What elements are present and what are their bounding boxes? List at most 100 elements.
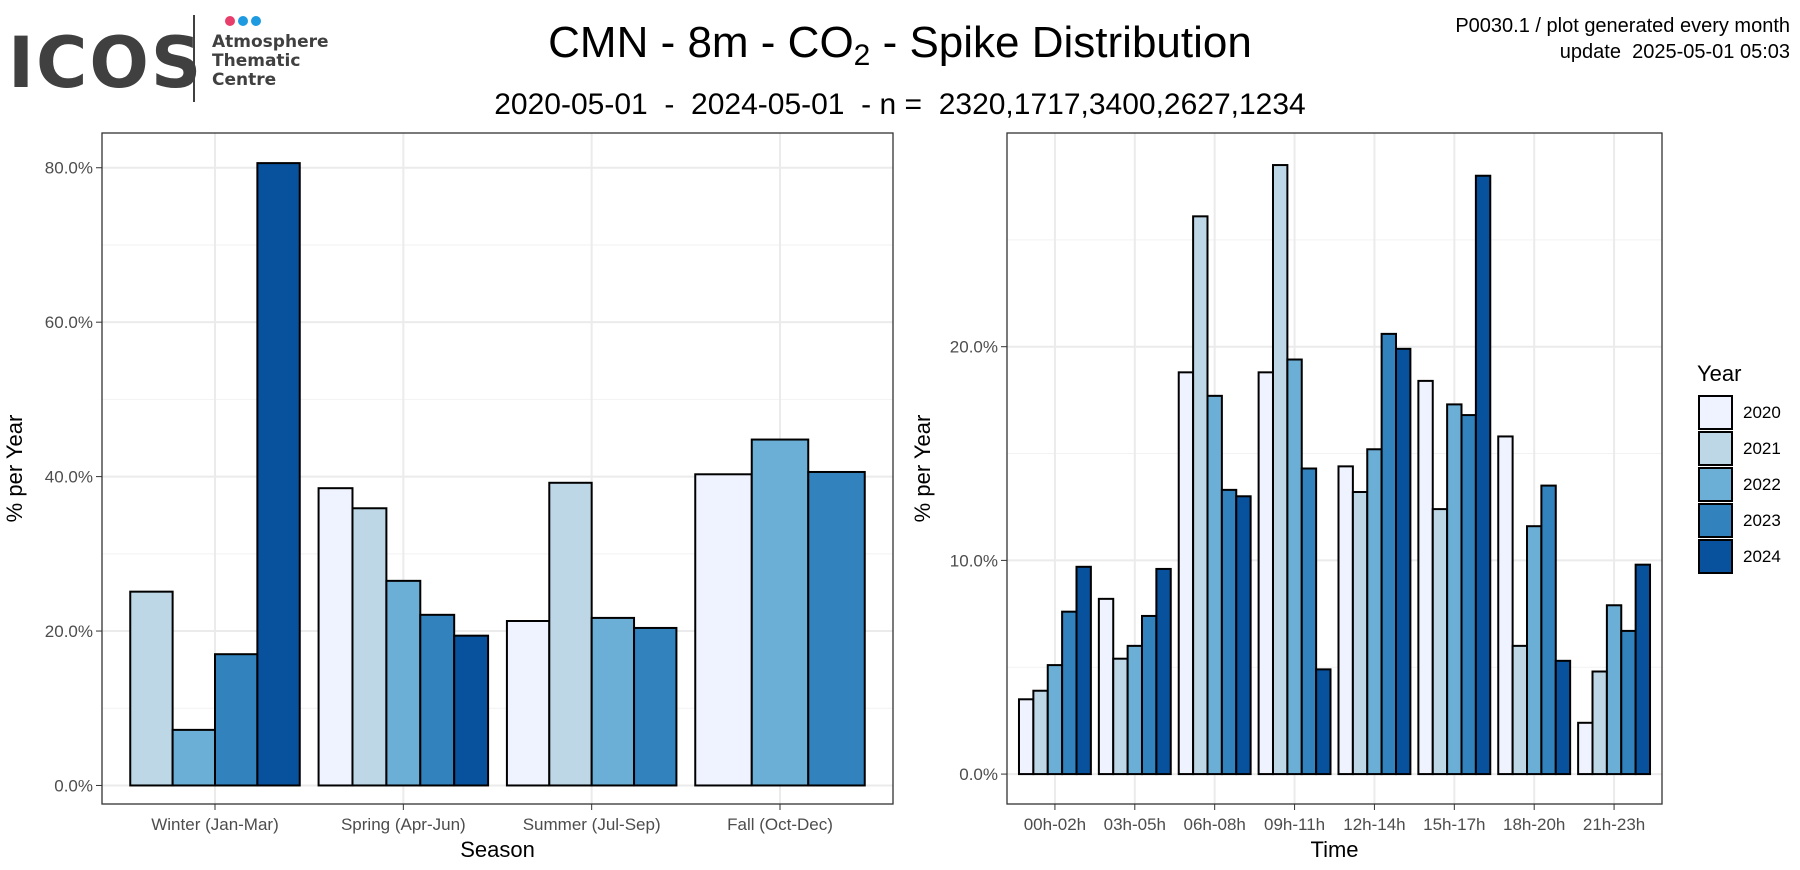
x-tick-label: 18h-20h (1503, 815, 1565, 834)
bar-2023 (1140, 614, 1158, 776)
bar-2023 (1620, 629, 1637, 776)
logo-dot (225, 16, 235, 26)
y-tick-label: 10.0% (950, 551, 998, 570)
bar-2023 (1061, 610, 1078, 776)
logo-line-2: Thematic (212, 51, 300, 71)
bar-2022 (1526, 525, 1543, 776)
legend-swatch-2022 (1698, 467, 1733, 502)
logo-wordmark: ICOS (8, 22, 203, 104)
panel-1: 0.0% 20.0% 40.0% 60.0% 80.0% Winter (Jan-Mar)… (2, 132, 894, 862)
x-tick-label: 03h-05h (1104, 815, 1166, 834)
bar-2020 (1257, 371, 1274, 776)
bar-2021 (1591, 670, 1608, 776)
x-tick-label: Summer (Jul-Sep) (523, 815, 661, 834)
plot-meta: P0030.1 / plot generated every month upda… (1455, 13, 1790, 65)
bar-2020 (694, 473, 753, 787)
bar-2022 (1286, 358, 1303, 776)
chart-title: CMN - 8m - CO2 - Spike Distribution (0, 18, 1800, 71)
bar-2022 (1605, 604, 1623, 776)
bar-2020 (1417, 379, 1434, 776)
bar-2024 (1235, 495, 1252, 776)
bar-2022 (1206, 394, 1223, 776)
bar-2023 (807, 470, 866, 787)
bar-2023 (1460, 414, 1477, 776)
bar-2020 (1097, 597, 1115, 776)
bar-2020 (1337, 465, 1354, 776)
bar-2021 (1271, 164, 1289, 776)
bar-2024 (453, 634, 490, 787)
y-tick-label: 40.0% (45, 468, 93, 487)
bar-2022 (385, 579, 422, 787)
legend-label-2024: 2024 (1743, 547, 1781, 566)
bar-2023 (214, 653, 259, 787)
bar-2022 (1126, 644, 1143, 776)
logo-line-1: Atmosphere (212, 32, 329, 52)
logo-line-3: Centre (212, 70, 276, 90)
icos-logo: ICOS Atmosphere Thematic Centre (8, 15, 329, 104)
legend-label-2023: 2023 (1743, 511, 1781, 530)
legend-swatch-2020 (1698, 395, 1733, 430)
bar-2020 (1177, 371, 1195, 776)
bar-2022 (590, 616, 636, 787)
bar-2021 (1511, 644, 1529, 776)
legend-title: Year (1697, 361, 1741, 386)
y-axis-title: % per Year (910, 415, 935, 523)
bar-2021 (1431, 508, 1449, 776)
title-prefix: CMN - 8m - CO (548, 18, 854, 67)
bar-2023 (1380, 332, 1398, 776)
bar-2023 (1220, 488, 1238, 776)
bar-2022 (171, 728, 216, 787)
chart-subtitle: 2020-05-01 - 2024-05-01 - n = 2320,1717,… (494, 88, 1306, 121)
bar-2024 (1315, 668, 1332, 776)
panel-border (1006, 132, 1663, 805)
bar-2021 (1192, 215, 1209, 776)
legend-label-2022: 2022 (1743, 475, 1781, 494)
logo-dot (251, 16, 261, 26)
x-axis-title: Season (460, 837, 535, 862)
bar-2024 (256, 162, 301, 787)
panel-border (101, 132, 894, 805)
bar-2022 (1366, 448, 1383, 776)
y-tick-label: 20.0% (45, 622, 93, 641)
bar-2023 (633, 626, 678, 787)
x-tick-label: 00h-02h (1024, 815, 1086, 834)
panel-2: 0.0% 10.0% 20.0% 00h-02h 03h-05h 06h-08h 09h-1… (910, 132, 1663, 862)
bar-2024 (1554, 659, 1572, 776)
meta-line-2: update 2025-05-01 05:03 (1559, 41, 1790, 63)
x-tick-label: 12h-14h (1343, 815, 1405, 834)
x-tick-label: 15h-17h (1423, 815, 1485, 834)
x-tick-label: 21h-23h (1583, 815, 1645, 834)
title-subscript: 2 (853, 39, 871, 72)
bar-2024 (1474, 174, 1492, 776)
legend-swatch-2024 (1698, 539, 1733, 574)
x-tick-label: 09h-11h (1264, 815, 1325, 834)
bar-2022 (1046, 664, 1064, 776)
y-tick-label: 0.0% (54, 776, 93, 795)
y-tick-label: 80.0% (45, 159, 93, 178)
bar-2021 (351, 507, 388, 787)
bar-2024 (1634, 563, 1652, 776)
bar-2020 (317, 487, 354, 787)
bar-2024 (1395, 347, 1412, 776)
bar-2021 (1351, 491, 1369, 776)
bar-2020 (1577, 721, 1594, 776)
bar-2020 (505, 620, 551, 787)
y-tick-label: 0.0% (959, 765, 998, 784)
x-tick-label: Winter (Jan-Mar) (151, 815, 279, 834)
bar-2023 (419, 613, 456, 787)
bar-2023 (1540, 484, 1557, 776)
x-axis-title: Time (1310, 837, 1358, 862)
bar-2021 (129, 590, 174, 787)
y-tick-label: 60.0% (45, 313, 93, 332)
bar-2020 (1017, 698, 1035, 776)
bar-2022 (750, 438, 810, 787)
legend-swatch-2021 (1698, 431, 1733, 466)
bar-2024 (1155, 567, 1172, 776)
y-tick-label: 20.0% (950, 338, 998, 357)
logo-dot (238, 16, 248, 26)
x-tick-label: Fall (Oct-Dec) (727, 815, 833, 834)
bar-2021 (1112, 657, 1129, 776)
bar-2023 (1300, 467, 1318, 776)
